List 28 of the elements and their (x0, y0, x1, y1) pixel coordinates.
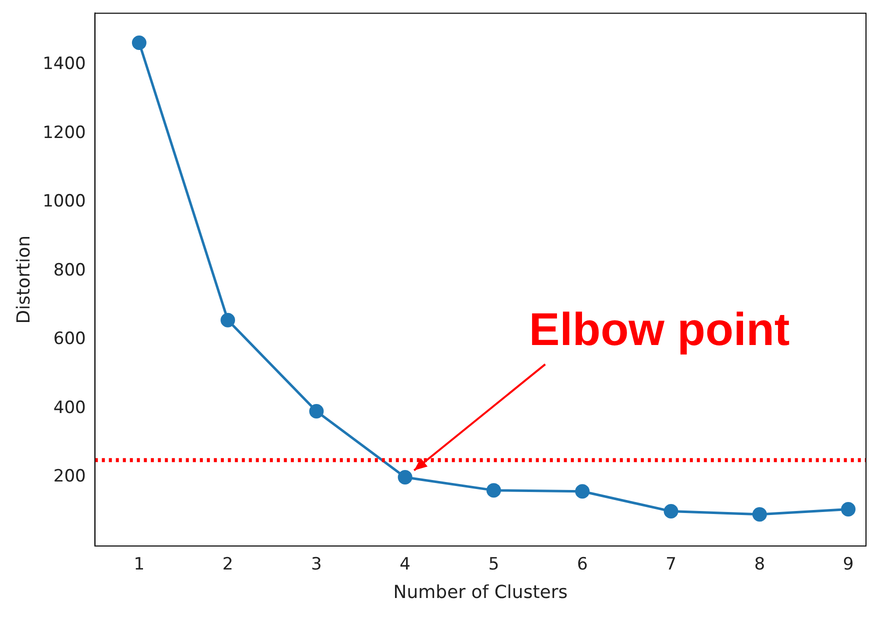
y-tick-label: 1200 (42, 122, 86, 143)
x-axis-title: Number of Clusters (393, 582, 568, 603)
point (841, 502, 856, 516)
point (132, 36, 146, 50)
annotation: Elbow point (529, 303, 790, 356)
y-tick-label: 1400 (42, 54, 86, 74)
point (575, 484, 590, 499)
y-tick-label: 400 (53, 398, 86, 418)
x-tick-label: 4 (400, 554, 411, 575)
x-tick-label: 9 (842, 554, 854, 575)
x-tick-label: 1 (134, 554, 145, 575)
x-tick-label: 8 (754, 554, 766, 575)
x-tick-label: 3 (311, 554, 322, 575)
x-tick-label: 2 (222, 554, 234, 575)
y-tick-label: 1000 (42, 192, 86, 212)
y-tick-label: 800 (53, 260, 86, 280)
y-tick-label: 200 (53, 466, 86, 487)
point (220, 312, 236, 328)
point (752, 507, 767, 522)
point (309, 404, 324, 419)
point (486, 483, 501, 498)
y-tick-label: 600 (53, 329, 86, 350)
point (664, 504, 678, 519)
x-tick-label: 5 (488, 554, 500, 575)
y-axis-title: Distortion (13, 236, 34, 324)
point (398, 470, 412, 484)
x-tick-label: 6 (576, 554, 588, 575)
x-tick-label: 7 (666, 554, 676, 575)
